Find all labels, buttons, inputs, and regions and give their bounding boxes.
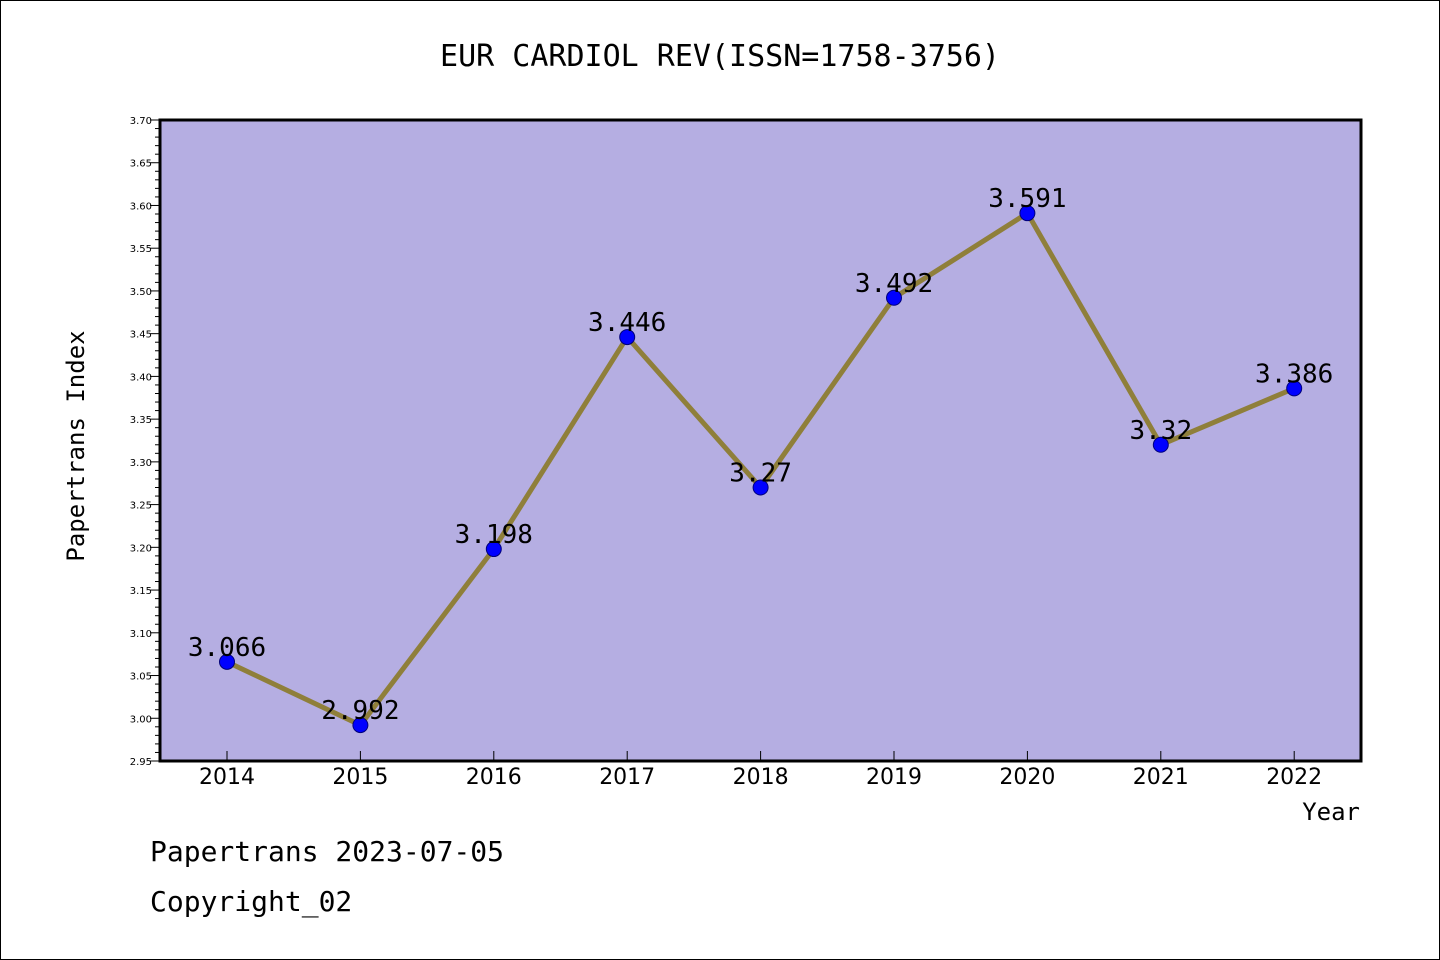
y-tick-label: 3.50 [130,287,152,298]
data-point [1152,436,1169,453]
data-label: 3.446 [588,308,666,338]
y-axis: 2.95 3.00 3.05 3.10 3.15 3.20 3.25 3.30 3.35 3.40… [130,116,160,768]
chart-title: EUR CARDIOL REV(ISSN=1758-3756) [440,39,1000,74]
x-tick-label: 2014 [199,765,255,790]
data-point [1286,380,1303,397]
x-axis-label: Year [1302,798,1360,826]
data-labels: 3.066 2.992 3.198 3.446 3.27 3.492 3.591 3.32 3.… [188,184,1333,726]
data-label: 3.198 [455,520,533,550]
x-tick-label: 2019 [866,765,922,790]
data-point [352,717,369,734]
x-tick-label: 2018 [733,765,789,790]
data-label: 3.32 [1129,416,1192,446]
y-tick-label: 3.10 [130,629,152,640]
data-label: 2.992 [321,696,399,726]
y-tick-label: 3.30 [130,458,152,469]
y-tick-label: 3.15 [130,586,152,597]
footer-copyright: Copyright_02 [150,885,353,918]
y-axis-label: Papertrans Index [62,330,90,561]
y-tick-label: 3.45 [130,330,152,341]
data-point [886,289,902,306]
data-point [752,479,769,496]
data-label: 3.27 [729,459,792,489]
y-tick-label: 3.20 [130,543,152,554]
x-tick-label: 2016 [466,765,522,790]
y-tick-label: 3.65 [130,159,152,170]
data-label: 3.591 [988,184,1066,214]
data-point [619,329,636,346]
data-point [1019,205,1036,222]
x-tick-label: 2022 [1266,765,1322,790]
y-tick-label: 3.05 [130,672,152,683]
data-label: 3.386 [1255,359,1333,389]
y-tick-label: 3.40 [130,372,152,383]
x-tick-label: 2015 [332,765,388,790]
data-label: 3.066 [188,633,266,663]
y-tick-label: 3.70 [130,116,152,127]
x-axis: 2014 2015 2016 2017 2018 2019 2020 2021 2022 [199,751,1322,790]
y-tick-label: 3.55 [130,244,152,255]
data-points [219,205,1303,734]
y-tick-label: 3.35 [130,415,152,426]
y-tick-label: 3.60 [130,201,152,212]
data-point [219,653,235,670]
y-tick-label: 2.95 [130,757,152,768]
y-tick-label: 3.25 [130,501,152,512]
x-tick-label: 2021 [1133,765,1189,790]
data-point [485,541,502,558]
x-tick-label: 2017 [599,765,655,790]
x-tick-label: 2020 [999,765,1055,790]
data-label: 3.492 [855,269,933,299]
footer-date: Papertrans 2023-07-05 [150,835,505,868]
y-tick-label: 3.00 [130,714,152,725]
